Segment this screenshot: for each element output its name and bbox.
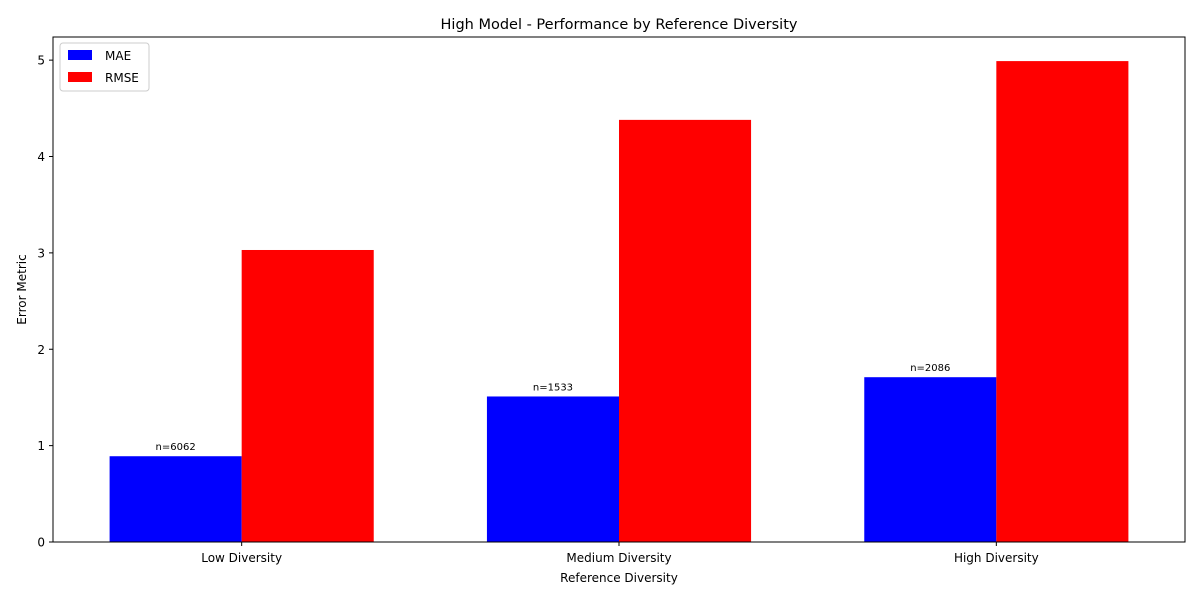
x-tick-label: High Diversity <box>954 551 1039 565</box>
bar-rmse-high-diversity <box>996 61 1129 543</box>
bar-annotation: n=1533 <box>533 382 573 393</box>
y-tick-label: 0 <box>37 536 45 550</box>
legend-swatch-mae <box>68 50 92 60</box>
chart-title: High Model - Performance by Reference Di… <box>441 17 798 33</box>
bar-mae-high-diversity <box>864 377 997 542</box>
annotations-layer: n=6062 n=1533 n=2086 <box>156 363 951 453</box>
x-tick-label: Medium Diversity <box>566 551 671 565</box>
x-tick-label: Low Diversity <box>201 551 282 565</box>
x-axis: Low Diversity Medium Diversity High Divers… <box>201 542 1039 565</box>
bar-mae-low-diversity <box>109 456 242 542</box>
bar-rmse-low-diversity <box>241 249 374 543</box>
bar-annotation: n=2086 <box>910 363 950 374</box>
y-tick-label: 2 <box>37 343 45 357</box>
bar-annotation: n=6062 <box>156 442 196 453</box>
legend-label-mae: MAE <box>105 49 131 63</box>
legend-label-rmse: RMSE <box>105 71 139 85</box>
y-tick-label: 4 <box>37 150 45 164</box>
legend-swatch-rmse <box>68 72 92 82</box>
y-tick-label: 1 <box>37 439 45 453</box>
bar-mae-medium-diversity <box>486 396 619 542</box>
bars-layer <box>109 61 1129 543</box>
x-axis-label: Reference Diversity <box>560 571 678 585</box>
legend: MAE RMSE <box>59 42 150 92</box>
bar-rmse-medium-diversity <box>619 119 752 542</box>
y-axis: 0 1 2 3 4 5 <box>37 54 53 550</box>
y-tick-label: 5 <box>37 54 45 68</box>
y-tick-label: 3 <box>37 246 45 260</box>
y-axis-label: Error Metric <box>15 254 29 324</box>
